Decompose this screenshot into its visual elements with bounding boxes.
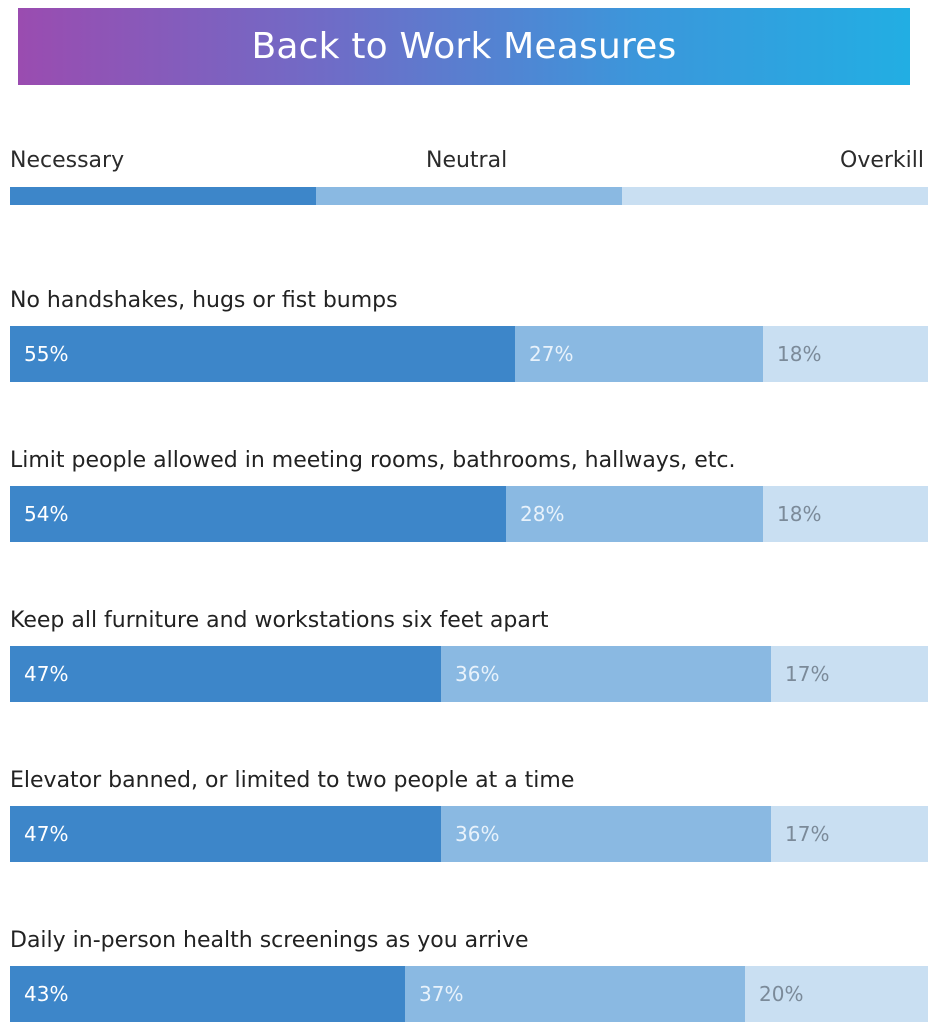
data-label: 20% bbox=[759, 982, 804, 1006]
data-label: 28% bbox=[520, 502, 565, 526]
legend-swatch-necessary bbox=[10, 187, 316, 205]
bar-segment-neutral: 36% bbox=[441, 646, 771, 702]
bar-segment-necessary: 43% bbox=[10, 966, 405, 1022]
category-label: No handshakes, hugs or fist bumps bbox=[10, 288, 398, 313]
bar-row: Limit people allowed in meeting rooms, b… bbox=[10, 444, 928, 542]
bar-row: No handshakes, hugs or fist bumps 55% 27% 1… bbox=[10, 284, 928, 382]
bar-segment-overkill: 18% bbox=[763, 486, 928, 542]
data-label: 43% bbox=[24, 982, 69, 1006]
data-label: 17% bbox=[785, 662, 830, 686]
bar-row: Keep all furniture and workstations six … bbox=[10, 604, 928, 702]
legend-label-neutral: Neutral bbox=[426, 148, 508, 173]
legend-swatch-neutral bbox=[316, 187, 622, 205]
category-label: Elevator banned, or limited to two peopl… bbox=[10, 768, 575, 793]
legend-swatch-overkill bbox=[622, 187, 928, 205]
category-label: Daily in-person health screenings as you… bbox=[10, 928, 529, 953]
legend-scale-bar bbox=[10, 187, 928, 205]
legend-label-overkill: Overkill bbox=[840, 148, 924, 173]
stacked-bar: 47% 36% 17% bbox=[10, 646, 928, 702]
bar-segment-overkill: 20% bbox=[745, 966, 928, 1022]
data-label: 36% bbox=[455, 822, 500, 846]
data-label: 47% bbox=[24, 662, 69, 686]
bar-segment-necessary: 54% bbox=[10, 486, 506, 542]
bar-segment-neutral: 37% bbox=[405, 966, 745, 1022]
data-label: 17% bbox=[785, 822, 830, 846]
data-label: 18% bbox=[777, 502, 822, 526]
stacked-bar: 47% 36% 17% bbox=[10, 806, 928, 862]
bar-segment-necessary: 47% bbox=[10, 646, 441, 702]
category-label: Keep all furniture and workstations six … bbox=[10, 608, 549, 633]
chart-title: Back to Work Measures bbox=[251, 26, 677, 67]
data-label: 37% bbox=[419, 982, 464, 1006]
title-banner: Back to Work Measures bbox=[18, 8, 910, 85]
stacked-bar: 55% 27% 18% bbox=[10, 326, 928, 382]
category-label: Limit people allowed in meeting rooms, b… bbox=[10, 448, 736, 473]
legend: Necessary Neutral Overkill bbox=[10, 140, 928, 210]
legend-label-necessary: Necessary bbox=[10, 148, 125, 173]
data-label: 36% bbox=[455, 662, 500, 686]
bar-segment-necessary: 55% bbox=[10, 326, 515, 382]
bar-segment-neutral: 28% bbox=[506, 486, 763, 542]
data-label: 54% bbox=[24, 502, 69, 526]
data-label: 18% bbox=[777, 342, 822, 366]
bar-segment-neutral: 36% bbox=[441, 806, 771, 862]
bar-segment-overkill: 17% bbox=[771, 646, 928, 702]
bar-segment-overkill: 18% bbox=[763, 326, 928, 382]
bar-row: Elevator banned, or limited to two peopl… bbox=[10, 764, 928, 862]
data-label: 27% bbox=[529, 342, 574, 366]
data-label: 47% bbox=[24, 822, 69, 846]
bar-segment-neutral: 27% bbox=[515, 326, 763, 382]
bar-row: Daily in-person health screenings as you… bbox=[10, 924, 928, 1022]
stacked-bar: 54% 28% 18% bbox=[10, 486, 928, 542]
data-label: 55% bbox=[24, 342, 69, 366]
stacked-bar: 43% 37% 20% bbox=[10, 966, 928, 1022]
bar-segment-necessary: 47% bbox=[10, 806, 441, 862]
bar-segment-overkill: 17% bbox=[771, 806, 928, 862]
